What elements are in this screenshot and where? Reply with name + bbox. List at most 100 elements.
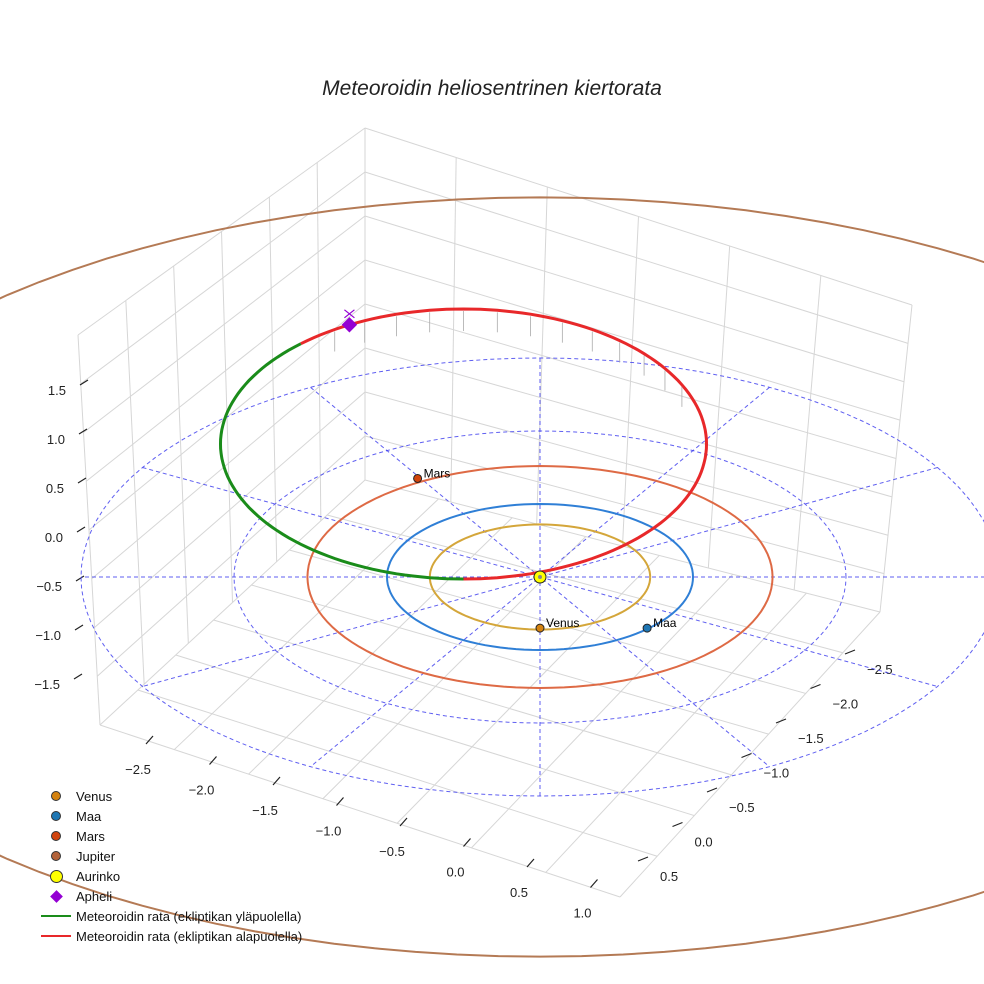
z-tick-label: −1.0 xyxy=(35,628,61,643)
legend-item: Aurinko xyxy=(36,866,302,886)
grid-line xyxy=(364,171,909,344)
legend-swatch xyxy=(51,851,61,861)
tick-mark xyxy=(74,624,84,631)
legend-swatch xyxy=(41,915,71,917)
legend-swatch xyxy=(51,831,61,841)
grid-line xyxy=(173,498,439,750)
grid-line xyxy=(471,573,734,849)
maa-marker xyxy=(642,623,652,633)
reference-circle xyxy=(80,357,984,797)
grid-line xyxy=(83,215,366,433)
legend-item: Meteoroidin rata (ekliptikan alapuolella… xyxy=(36,926,302,946)
tick-mark xyxy=(526,858,535,868)
orbit-jupiter xyxy=(0,196,984,958)
grid-layer xyxy=(77,127,913,898)
grid-line xyxy=(364,127,913,306)
legend-swatch xyxy=(51,791,61,801)
x-tick-label: −2.5 xyxy=(125,762,151,777)
legend-label: Meteoroidin rata (ekliptikan alapuolella… xyxy=(76,928,303,944)
legend-key xyxy=(36,806,76,826)
aurinko-core xyxy=(538,575,542,579)
tick-mark xyxy=(209,756,217,765)
tick-mark xyxy=(73,673,83,680)
grid-line xyxy=(91,347,366,580)
legend-swatch xyxy=(49,889,63,903)
legend-label: Maa xyxy=(76,808,102,824)
grid-line xyxy=(175,654,695,817)
y-tick-label: −1.0 xyxy=(764,766,790,781)
legend-label: Mars xyxy=(76,828,105,844)
legend-label: Meteoroidin rata (ekliptikan yläpuolella… xyxy=(76,908,302,924)
y-tick-label: 0.5 xyxy=(660,869,678,884)
x-tick-label: 0.5 xyxy=(510,885,528,900)
legend-label: Jupiter xyxy=(76,848,116,864)
legend-label: Apheli xyxy=(76,888,113,904)
legend-item: Mars xyxy=(36,826,302,846)
y-tick-label: −0.5 xyxy=(729,800,755,815)
tick-mark xyxy=(463,838,471,847)
x-tick-label: −1.0 xyxy=(316,824,342,839)
z-tick-label: 1.0 xyxy=(47,432,65,447)
grid-line xyxy=(77,127,366,336)
grid-line xyxy=(80,171,366,385)
x-tick-label: 1.0 xyxy=(573,906,591,921)
orbit-layer xyxy=(0,196,984,958)
tick-mark xyxy=(706,787,718,793)
tick-mark xyxy=(272,776,281,786)
z-tick-label: −1.5 xyxy=(34,677,60,692)
tick-mark xyxy=(844,649,856,655)
grid-line xyxy=(213,619,732,776)
legend-key xyxy=(36,866,76,886)
venus-marker xyxy=(535,623,545,633)
grid-line xyxy=(396,555,660,824)
tick-mark xyxy=(672,821,683,828)
legend-label: Aurinko xyxy=(76,868,121,884)
tick-mark xyxy=(78,428,88,435)
tick-mark xyxy=(399,817,408,827)
legend-key xyxy=(36,906,76,926)
grid-line xyxy=(85,259,366,482)
legend-item: Venus xyxy=(36,786,302,806)
grid-line xyxy=(99,724,621,898)
grid-line xyxy=(364,215,905,383)
z-tick-label: 1.5 xyxy=(48,383,66,398)
venus-label: Venus xyxy=(546,616,579,630)
x-tick-label: 0.0 xyxy=(446,865,464,880)
tick-mark xyxy=(145,735,154,745)
helper-layer xyxy=(80,357,984,797)
apheli-projection-marker xyxy=(344,309,355,319)
z-tick-label: −0.5 xyxy=(36,579,62,594)
grid-line xyxy=(364,303,897,459)
legend-key xyxy=(36,846,76,866)
y-tick-label: −2.0 xyxy=(833,697,859,712)
grid-line xyxy=(364,391,889,536)
grid-line xyxy=(364,259,901,421)
legend-item: Maa xyxy=(36,806,302,826)
grid-line xyxy=(96,435,366,677)
reference-radial xyxy=(142,467,938,687)
tick-mark xyxy=(336,797,344,806)
legend-swatch xyxy=(51,811,61,821)
grid-line xyxy=(289,549,806,694)
maa-label: Maa xyxy=(653,616,677,630)
tick-mark xyxy=(590,879,598,888)
mars-marker xyxy=(413,473,423,483)
legend-key xyxy=(36,926,76,946)
z-tick-label: 0.0 xyxy=(45,530,63,545)
tick-mark xyxy=(76,526,86,533)
tick-mark xyxy=(77,477,87,484)
grid-line xyxy=(248,517,513,775)
tick-mark xyxy=(810,683,821,690)
tick-mark xyxy=(775,718,787,724)
mars-label: Mars xyxy=(424,466,451,480)
marker-layer: Venus Maa Mars xyxy=(341,309,677,633)
y-tick-label: 0.0 xyxy=(695,835,713,850)
y-tick-label: −2.5 xyxy=(867,662,893,677)
tick-mark xyxy=(637,856,649,862)
legend-swatch xyxy=(41,935,71,937)
orbit-mars xyxy=(306,464,774,690)
grid-line xyxy=(94,391,366,628)
tick-mark xyxy=(75,575,85,582)
x-tick-label: −0.5 xyxy=(379,844,405,859)
